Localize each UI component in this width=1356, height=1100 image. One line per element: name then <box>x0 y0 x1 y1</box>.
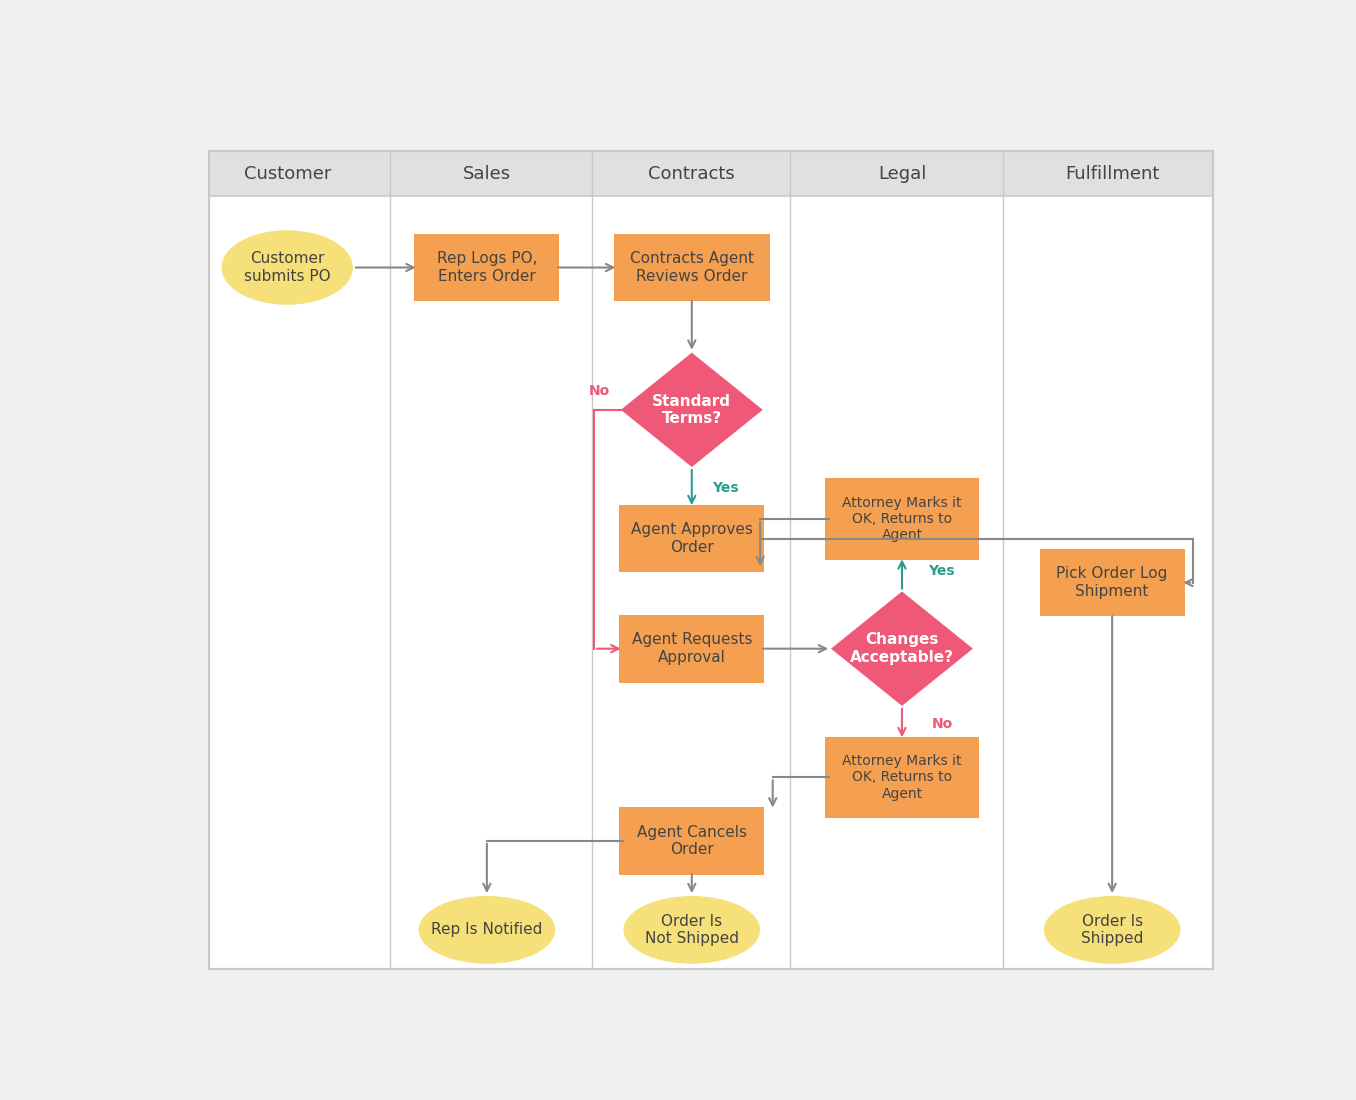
Text: Changes
Acceptable?: Changes Acceptable? <box>850 632 955 664</box>
FancyBboxPatch shape <box>826 737 979 818</box>
Bar <box>209 151 1214 197</box>
Text: Yes: Yes <box>929 564 955 579</box>
FancyBboxPatch shape <box>620 807 765 874</box>
Text: Yes: Yes <box>712 481 739 495</box>
Text: Order Is
Shipped: Order Is Shipped <box>1081 914 1143 946</box>
Text: Customer
submits PO: Customer submits PO <box>244 251 331 284</box>
FancyBboxPatch shape <box>415 233 560 301</box>
Text: Rep Is Notified: Rep Is Notified <box>431 923 542 937</box>
Text: Standard
Terms?: Standard Terms? <box>652 394 731 426</box>
Text: Agent Cancels
Order: Agent Cancels Order <box>637 825 747 857</box>
Text: Rep Logs PO,
Enters Order: Rep Logs PO, Enters Order <box>437 251 537 284</box>
Text: Attorney Marks it
OK, Returns to
Agent: Attorney Marks it OK, Returns to Agent <box>842 755 961 801</box>
Text: Customer: Customer <box>244 165 331 183</box>
Ellipse shape <box>221 230 353 305</box>
FancyBboxPatch shape <box>826 478 979 560</box>
FancyBboxPatch shape <box>1040 549 1185 616</box>
Text: No: No <box>932 717 952 732</box>
Text: Fulfillment: Fulfillment <box>1064 165 1159 183</box>
Ellipse shape <box>624 896 761 964</box>
Polygon shape <box>621 353 762 468</box>
Text: No: No <box>590 384 610 398</box>
Ellipse shape <box>419 896 555 964</box>
Text: Order Is
Not Shipped: Order Is Not Shipped <box>645 914 739 946</box>
Text: Contracts Agent
Reviews Order: Contracts Agent Reviews Order <box>629 251 754 284</box>
Text: Agent Approves
Order: Agent Approves Order <box>631 522 753 554</box>
Text: Sales: Sales <box>462 165 511 183</box>
FancyBboxPatch shape <box>620 615 765 682</box>
Text: Pick Order Log
Shipment: Pick Order Log Shipment <box>1056 566 1168 598</box>
Text: Attorney Marks it
OK, Returns to
Agent: Attorney Marks it OK, Returns to Agent <box>842 496 961 542</box>
Text: Agent Requests
Approval: Agent Requests Approval <box>632 632 753 664</box>
FancyBboxPatch shape <box>614 233 770 301</box>
Text: Legal: Legal <box>877 165 926 183</box>
FancyBboxPatch shape <box>620 505 765 572</box>
Ellipse shape <box>1044 896 1181 964</box>
Polygon shape <box>831 592 972 706</box>
Text: Contracts: Contracts <box>648 165 735 183</box>
